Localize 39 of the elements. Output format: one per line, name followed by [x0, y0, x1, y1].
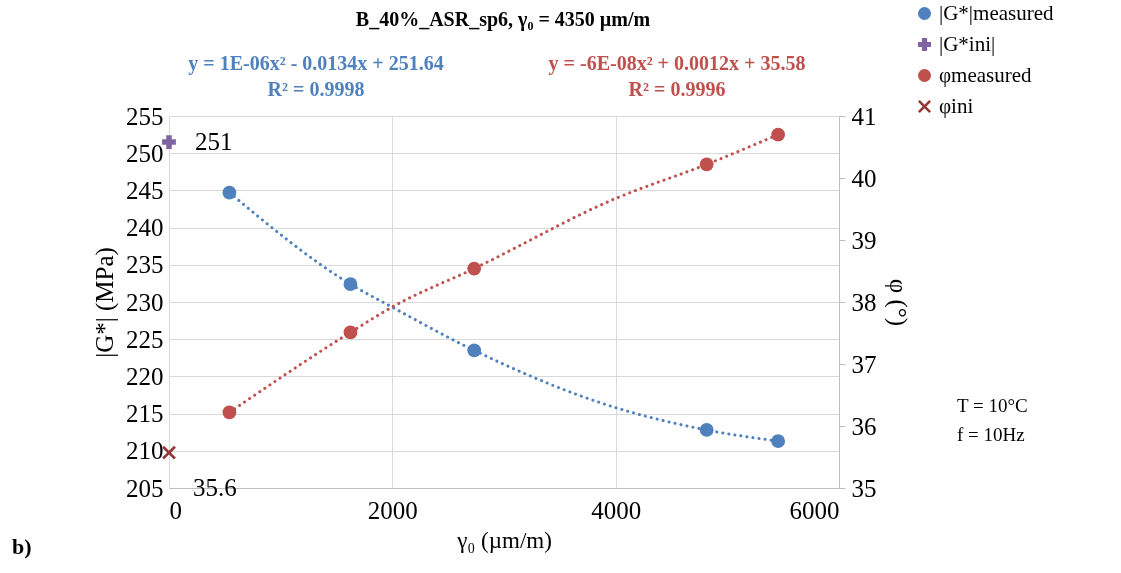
y2-tick-label: 36 [851, 412, 877, 440]
text: T = 10°C [957, 395, 1028, 417]
y-tick-label: 245 [126, 176, 164, 204]
y-tick-label: 230 [126, 288, 164, 316]
y-axis-title: |G*| (MPa) [91, 247, 119, 358]
y2-tick-label: 35 [851, 474, 877, 502]
text: R² = 0.9998 [267, 78, 365, 101]
y2-tick-label: 40 [851, 164, 877, 192]
x-tick-label: 6000 [789, 496, 840, 524]
y-tick-label: 220 [126, 362, 164, 390]
data-label: 251 [195, 128, 233, 156]
x-tick-label: 2000 [367, 496, 418, 524]
y-tick-label: 215 [126, 400, 164, 428]
legend-label: φmeasured [939, 62, 1033, 87]
y-tick-label: 250 [126, 139, 164, 167]
text: b) [12, 534, 32, 560]
y2-axis-title: φ (°) [883, 278, 912, 327]
legend-label: |G*ini| [939, 31, 996, 56]
x-tick-label: 4000 [591, 496, 642, 524]
y-tick-label: 235 [126, 251, 164, 279]
y-tick-label: 255 [126, 102, 164, 130]
y-tick-label: 205 [126, 474, 164, 502]
y2-tick-label: 38 [851, 288, 877, 316]
text: f = 10Hz [957, 424, 1025, 446]
y2-tick-label: 39 [851, 226, 877, 254]
x-tick-label: 0 [169, 496, 182, 524]
data-label: 35.6 [193, 473, 237, 501]
legend-label: |G*|measured [939, 0, 1055, 25]
text: y = 1E-06x² - 0.0134x + 251.64 [188, 52, 444, 75]
y-tick-label: 240 [126, 214, 164, 242]
text: y = -6E-08x² + 0.0012x + 35.58 [548, 52, 806, 75]
y-tick-label: 225 [126, 325, 164, 353]
y2-tick-label: 37 [851, 350, 877, 378]
chart-title: B_40%_ASR_sp6, γ₀ = 4350 µm/m [355, 8, 651, 31]
legend-label: φini [939, 93, 974, 118]
x-axis-title: γ₀ (µm/m) [456, 527, 552, 553]
y2-tick-label: 41 [851, 102, 877, 130]
y-tick-label: 210 [126, 437, 164, 465]
text: R² = 0.9996 [628, 78, 726, 101]
